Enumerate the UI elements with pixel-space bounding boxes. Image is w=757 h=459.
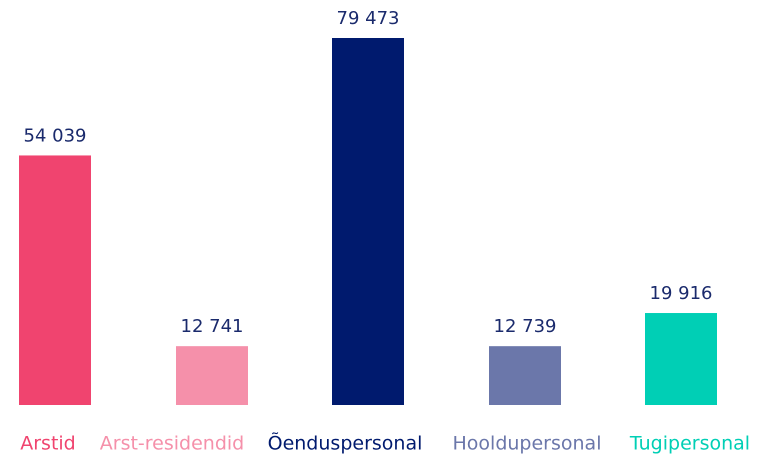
category-label: Õenduspersonal	[268, 432, 423, 455]
category-label: Arst-residendid	[100, 433, 244, 455]
bar	[489, 346, 561, 405]
value-label: 54 039	[24, 125, 87, 146]
value-label: 12 739	[494, 316, 557, 337]
category-label: Tugipersonal	[629, 433, 750, 455]
bar	[332, 38, 404, 405]
bar	[176, 346, 248, 405]
category-label: Arstid	[20, 433, 76, 455]
category-label: Hooldupersonal	[453, 433, 602, 455]
value-label: 12 741	[181, 316, 244, 337]
value-label: 79 473	[337, 8, 400, 29]
bar	[19, 155, 91, 405]
value-label: 19 916	[650, 283, 713, 304]
bar	[645, 313, 717, 405]
